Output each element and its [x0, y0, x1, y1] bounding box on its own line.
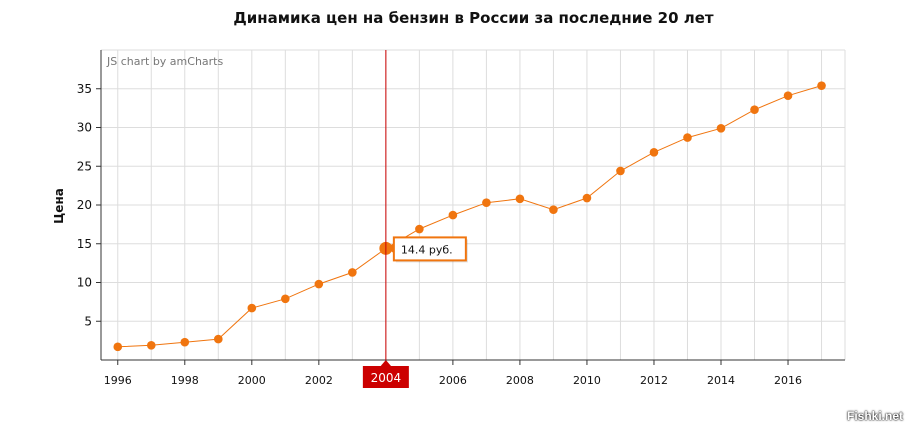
data-point[interactable] [515, 194, 525, 204]
watermark: Fishki.net [846, 409, 903, 423]
x-tick-label: 1996 [104, 374, 132, 387]
y-tick-label: 30 [77, 121, 92, 135]
tooltip-pointer [387, 243, 394, 254]
y-tick-label: 15 [77, 237, 92, 251]
x-tick-label: 2012 [640, 374, 668, 387]
data-point[interactable] [817, 81, 826, 90]
x-tick-label: 2016 [774, 374, 802, 387]
axes: 5 10 15 20 25 30 35 1996 1998 2000 2002 2006 2008 201… [77, 50, 845, 387]
data-point[interactable] [750, 105, 759, 114]
data-point[interactable] [247, 303, 257, 313]
y-tick-label: 35 [77, 82, 92, 96]
data-point[interactable] [549, 205, 558, 214]
cursor-x-pointer [379, 360, 392, 367]
y-tick-label: 20 [77, 198, 92, 212]
data-point[interactable] [616, 166, 625, 176]
data-point[interactable] [448, 210, 458, 220]
data-point[interactable] [213, 334, 223, 344]
cursor-x-balloon [362, 366, 409, 388]
x-tick-label: 2008 [506, 374, 534, 387]
data-point[interactable] [146, 340, 156, 350]
data-point[interactable] [716, 123, 726, 133]
y-tick-label: 5 [84, 314, 92, 328]
data-point[interactable] [649, 148, 659, 157]
x-tick-label: 2010 [573, 374, 601, 387]
data-point[interactable] [582, 193, 592, 203]
series-price [113, 81, 826, 352]
cursor-x-label: 2004 [371, 371, 402, 385]
x-tick-label: 2000 [238, 374, 266, 387]
data-point[interactable] [683, 133, 692, 142]
chart-credit[interactable]: JS chart by amCharts [107, 55, 224, 68]
y-axis-label: Цена [52, 188, 66, 224]
y-tick-label: 25 [77, 159, 92, 173]
tooltip-text: 14.4 руб. [401, 243, 453, 256]
data-point[interactable] [482, 198, 491, 207]
data-point[interactable] [348, 268, 357, 277]
data-point[interactable] [281, 294, 290, 304]
data-point[interactable] [783, 91, 793, 101]
x-tick-label: 2006 [439, 374, 467, 387]
data-point[interactable] [314, 279, 324, 289]
data-point[interactable] [180, 337, 190, 347]
cursor: 2004 14.4 руб. [362, 50, 468, 388]
x-tick-label: 2014 [707, 374, 735, 387]
y-tick-label: 10 [77, 276, 92, 290]
data-point[interactable] [415, 224, 424, 234]
x-tick-label: 1998 [171, 374, 199, 387]
series-line [117, 85, 822, 348]
chart-title: Динамика цен на бензин в России за после… [233, 9, 714, 27]
data-point[interactable] [113, 342, 123, 352]
x-tick-label: 2002 [305, 374, 333, 387]
